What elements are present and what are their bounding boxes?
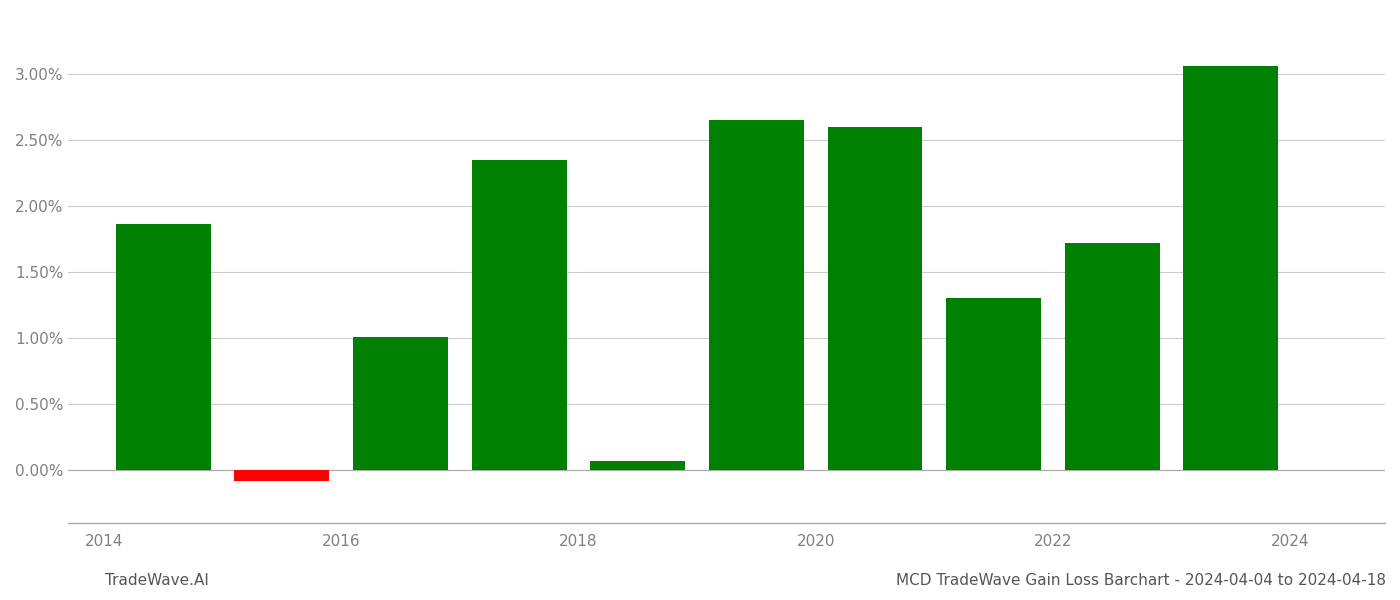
Bar: [946, 298, 1042, 470]
Bar: [234, 470, 329, 481]
Bar: [472, 160, 567, 470]
Bar: [353, 337, 448, 470]
Text: MCD TradeWave Gain Loss Barchart - 2024-04-04 to 2024-04-18: MCD TradeWave Gain Loss Barchart - 2024-…: [896, 573, 1386, 588]
Bar: [827, 127, 923, 470]
Bar: [116, 224, 211, 470]
Bar: [1065, 243, 1159, 470]
Bar: [708, 120, 804, 470]
Text: TradeWave.AI: TradeWave.AI: [105, 573, 209, 588]
Bar: [1183, 66, 1278, 470]
Bar: [591, 461, 685, 470]
